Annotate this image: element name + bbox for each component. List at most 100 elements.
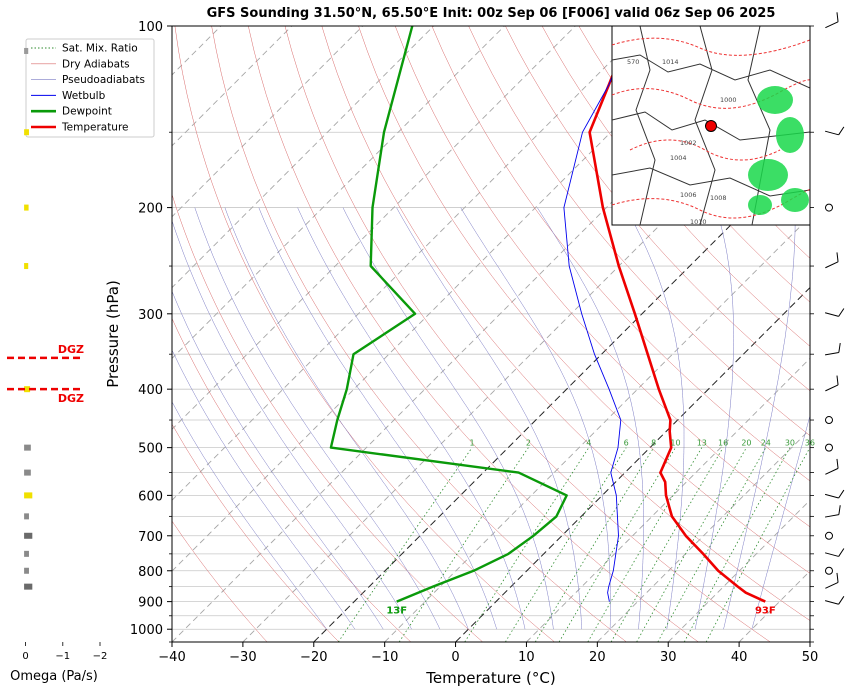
isotherm-line	[172, 26, 576, 430]
temperature-line	[588, 26, 766, 603]
key-isotherm-line	[313, 145, 810, 642]
y-tick-label: 500	[138, 442, 163, 457]
isotherm-line	[596, 428, 810, 642]
wind-barb-shaft	[825, 600, 839, 605]
wind-barb	[825, 548, 845, 557]
wind-barb-shaft	[825, 552, 839, 557]
wind-barb-shaft	[825, 581, 839, 589]
legend-label: Dewpoint	[62, 106, 112, 118]
map-precip-area	[757, 86, 793, 114]
wind-barb-shaft	[824, 514, 839, 518]
x-tick-label: −30	[229, 650, 256, 665]
pseudoadiabat-line	[172, 401, 327, 630]
wind-barb	[825, 126, 845, 136]
map-contour-label: 1000	[720, 96, 737, 104]
x-tick-label: −10	[371, 650, 398, 665]
legend-label: Wetbulb	[62, 90, 106, 102]
wind-barb-shaft	[825, 493, 839, 499]
mixing-ratio-label: 1	[469, 439, 474, 448]
wind-barb	[825, 252, 839, 269]
wind-barb-flag	[838, 308, 845, 317]
omega-bar	[24, 263, 29, 270]
omega-bar	[24, 492, 33, 499]
pseudoadiabat-line	[625, 207, 685, 630]
dry-adiabat-line	[431, 26, 810, 482]
map-border-line	[612, 26, 810, 225]
y-tick-label: 1000	[130, 623, 163, 638]
mixing-ratio-label: 4	[586, 439, 591, 448]
surface-value-label: 13F	[386, 606, 407, 617]
map-contour-label: 1008	[710, 194, 727, 202]
calm-wind-circle	[825, 566, 833, 575]
legend-label: Pseudoadiabats	[62, 74, 145, 86]
legend-label: Temperature	[61, 122, 129, 134]
x-tick-label: 0	[451, 650, 459, 665]
wind-barb	[825, 375, 839, 392]
omega-axis-label: Omega (Pa/s)	[10, 669, 98, 684]
dry-adiabat-line	[468, 26, 810, 436]
dry-adiabat-line	[505, 26, 810, 392]
mixing-ratio-label: 20	[741, 439, 751, 448]
isotherm-line	[172, 26, 364, 218]
mixing-ratio-line	[505, 447, 627, 642]
dry-adiabat-line	[172, 317, 412, 642]
mixing-ratio-label: 24	[761, 439, 771, 448]
omega-bar	[24, 583, 33, 590]
calm-wind-circle	[825, 416, 833, 425]
omega-tick-label: −1	[55, 651, 70, 662]
pseudoadiabat-line	[723, 207, 796, 630]
wind-barb-shaft	[825, 130, 839, 136]
plot-frame	[171, 25, 811, 643]
x-tick-label: 40	[731, 650, 748, 665]
isotherm-line	[667, 499, 810, 642]
map-precip-area	[748, 195, 772, 215]
isotherm-line	[172, 26, 647, 501]
legend-box	[25, 38, 155, 138]
map-precip-area	[748, 159, 788, 191]
pseudoadiabat-line	[258, 207, 497, 630]
calm-wind-circle	[825, 203, 833, 212]
legend-label: Dry Adiabats	[62, 58, 130, 70]
wind-barb-shaft	[825, 261, 839, 269]
mixing-ratio-line	[610, 447, 724, 642]
pseudoadiabat-line	[194, 207, 441, 630]
dry-adiabat-line	[211, 26, 627, 642]
wind-barb	[824, 505, 841, 518]
dry-adiabat-line	[394, 26, 810, 528]
pseudoadiabat-line	[396, 207, 583, 630]
wind-barb-flag	[838, 126, 845, 136]
mixing-ratio-label: 13	[697, 439, 707, 448]
pseudoadiabat-line	[224, 207, 469, 630]
mixing-ratio-label: 2	[526, 439, 531, 448]
omega-panel: 0 −1 −2 DGZ DGZ	[7, 47, 108, 662]
pseudoadiabat-line	[172, 290, 384, 630]
mixing-ratio-line	[464, 447, 590, 642]
calm-wind-circle	[825, 443, 833, 452]
mixing-ratio-line	[337, 447, 473, 642]
wind-barb-shaft	[825, 467, 839, 475]
wind-barb-flag	[836, 458, 839, 469]
omega-tick-label: −2	[93, 651, 108, 662]
map-precip-area	[781, 188, 809, 212]
isotherm-line	[172, 26, 293, 147]
isotherm-line	[172, 26, 434, 289]
dry-adiabat-line	[172, 193, 483, 642]
mixing-ratio-line	[558, 447, 676, 642]
y-tick-label: 200	[138, 202, 163, 217]
mixing-ratio-line	[534, 447, 655, 642]
omega-bar	[24, 469, 31, 476]
wind-barb-flag	[836, 12, 839, 22]
wind-barb-flag	[836, 375, 839, 386]
calm-wind-circle	[825, 531, 833, 540]
wind-barb-shaft	[825, 312, 839, 317]
inset-map: 1000 1002 1004 1006 1008 1010 1014 570	[611, 25, 811, 226]
isotherm-line	[526, 357, 810, 642]
map-contour-label: 1004	[670, 154, 687, 162]
dry-adiabat-line	[578, 26, 810, 303]
pseudoadiabat-line	[342, 207, 554, 630]
y-tick-label: 300	[138, 308, 163, 323]
sounding-traces	[329, 26, 766, 603]
wind-barb	[825, 308, 845, 317]
pseudoadiabat-line	[172, 219, 412, 630]
